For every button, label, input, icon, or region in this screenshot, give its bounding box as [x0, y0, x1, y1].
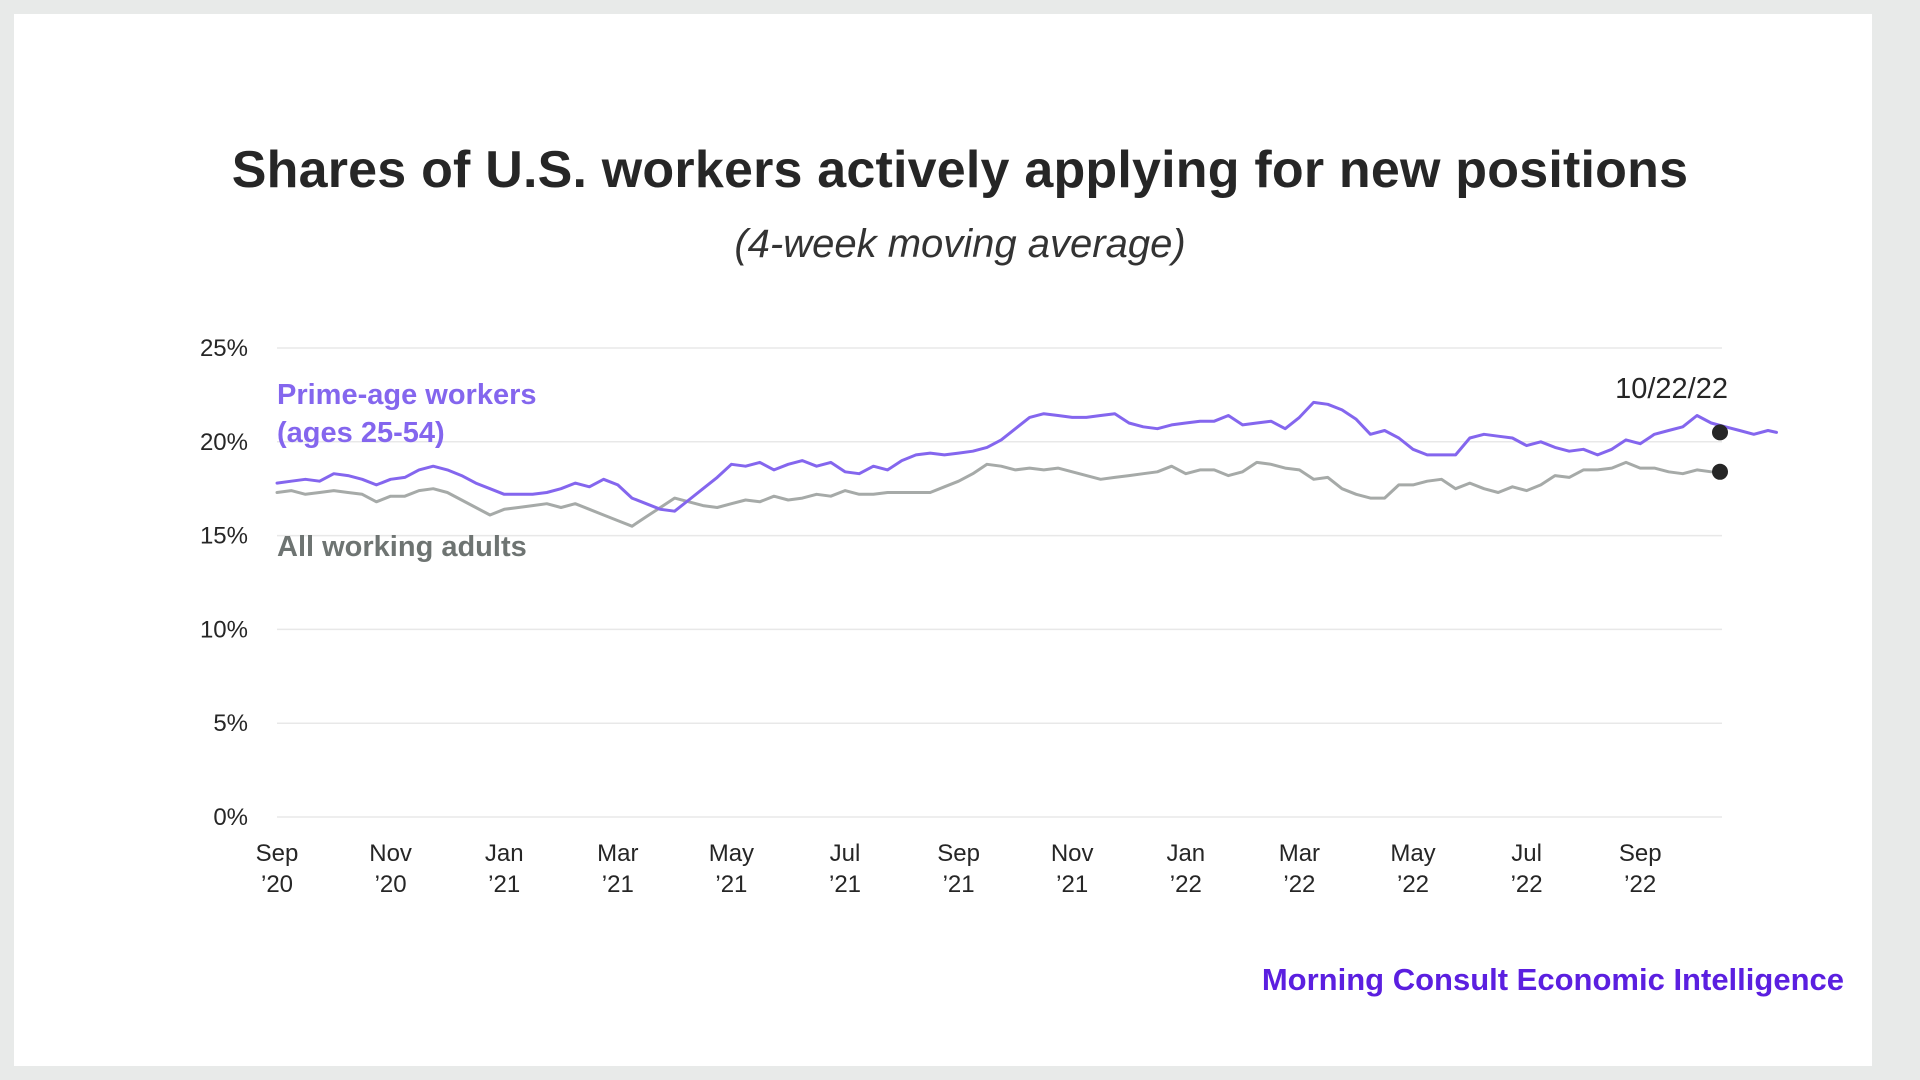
- x-tick-label-year: ’21: [1056, 871, 1088, 898]
- x-tick-label-year: ’21: [715, 871, 747, 898]
- series-labels: Prime-age workers (ages 25-54) All working…: [277, 373, 1728, 563]
- chart-title: Shares of U.S. workers actively applying…: [231, 141, 1689, 199]
- x-tick-label-year: ’22: [1170, 871, 1202, 898]
- y-tick-label: 25%: [200, 335, 248, 362]
- y-axis-ticks: 0% 5% 10% 15% 20% 25%: [200, 335, 248, 831]
- series-label-all-adults: All working adults: [277, 531, 527, 563]
- grid-lines: [277, 347, 1722, 818]
- y-tick-label: 15%: [200, 523, 248, 550]
- x-tick-label: Nov: [369, 840, 412, 867]
- series-endpoint-dot: [1712, 463, 1728, 480]
- x-tick-label-year: ’21: [488, 871, 520, 898]
- series-endpoint-dot: [1712, 424, 1728, 441]
- x-tick-label-year: ’21: [943, 871, 975, 898]
- x-tick-label-year: ’22: [1511, 871, 1543, 898]
- x-axis-ticks: Sep ’20 Nov ’20 Jan ’21 Mar ’21 May ’21 Jul ’21 Sep ’…: [256, 840, 1662, 898]
- x-tick-label: Sep: [1619, 840, 1662, 867]
- x-tick-label-year: ’22: [1624, 871, 1656, 898]
- chart-card: [14, 14, 1872, 1066]
- x-tick-label-year: ’21: [602, 871, 634, 898]
- x-tick-label: Nov: [1051, 840, 1094, 867]
- x-tick-label-year: ’20: [375, 871, 407, 898]
- y-tick-label: 10%: [200, 616, 248, 643]
- y-tick-label: 0%: [213, 804, 248, 831]
- x-tick-label: May: [709, 840, 754, 867]
- x-tick-label: Mar: [597, 840, 638, 867]
- series-lines: [275, 400, 1778, 528]
- x-tick-label: Mar: [1279, 840, 1320, 867]
- x-tick-label-year: ’22: [1397, 871, 1429, 898]
- x-tick-label: May: [1390, 840, 1435, 867]
- series-label-prime-age: Prime-age workers: [277, 379, 537, 411]
- series-line-prime-age: [275, 400, 1778, 513]
- x-tick-label: Jan: [485, 840, 524, 867]
- x-tick-label: Jul: [830, 840, 861, 867]
- x-tick-label: Sep: [256, 840, 299, 867]
- x-tick-label: Jan: [1166, 840, 1205, 867]
- series-line-all-adults: [275, 460, 1713, 528]
- end-date-label: 10/22/22: [1615, 373, 1728, 405]
- x-tick-label: Sep: [937, 840, 980, 867]
- x-tick-label: Jul: [1511, 840, 1542, 867]
- y-tick-label: 20%: [200, 429, 248, 456]
- y-tick-label: 5%: [213, 710, 248, 737]
- x-tick-label-year: ’21: [829, 871, 861, 898]
- brand-footer: Morning Consult Economic Intelligence: [1261, 962, 1844, 997]
- chart-subtitle: (4-week moving average): [734, 222, 1186, 266]
- series-label-prime-age: (ages 25-54): [277, 417, 445, 449]
- x-tick-label-year: ’22: [1283, 871, 1315, 898]
- x-tick-label-year: ’20: [261, 871, 293, 898]
